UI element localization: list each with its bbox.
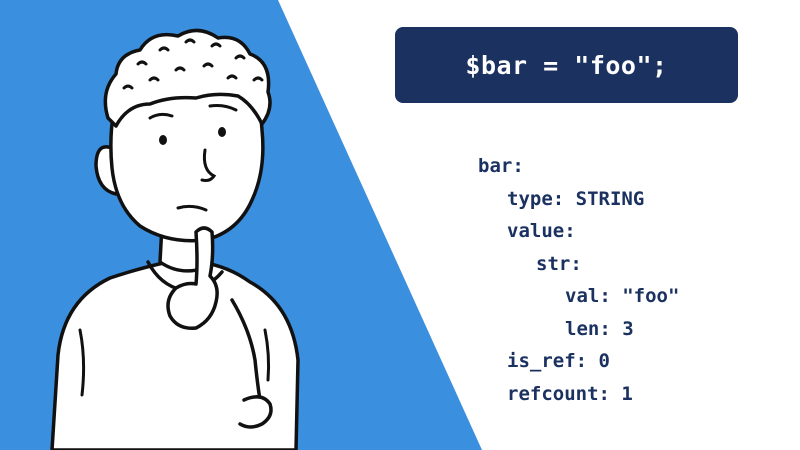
- tree-line: is_ref: 0: [507, 350, 610, 372]
- code-banner: $bar = "foo";: [395, 27, 738, 103]
- lower-hand: [238, 395, 273, 429]
- eyebrow-left: [148, 112, 174, 120]
- code-banner-text: $bar = "foo";: [465, 50, 668, 80]
- eye-right: [218, 127, 226, 137]
- nose: [200, 148, 217, 182]
- tree-line: bar:: [478, 155, 524, 177]
- tree-line: value:: [507, 220, 576, 242]
- tree-line: val: "foo": [565, 285, 680, 307]
- tree-line: str:: [536, 252, 582, 275]
- zval-tree: bar: type: STRING value: str: val: "foo" len:…: [478, 150, 679, 410]
- hand: [166, 226, 219, 330]
- tree-line: type: STRING: [507, 187, 645, 210]
- eye-left: [159, 135, 167, 145]
- hair: [103, 28, 272, 128]
- tree-line: len: 3: [565, 317, 634, 340]
- eyebrow-right: [208, 104, 238, 112]
- mouth: [176, 204, 208, 212]
- tree-line: refcount: 1: [507, 382, 633, 405]
